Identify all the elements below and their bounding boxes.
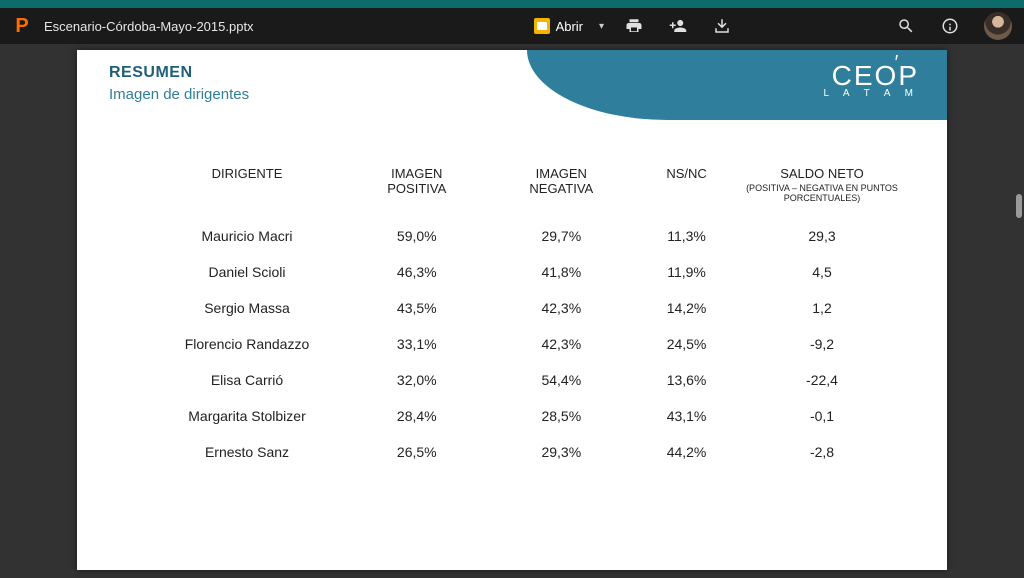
cell-saldo: 4,5 xyxy=(737,254,907,290)
cell-neg: 29,7% xyxy=(487,218,637,254)
table-row: Florencio Randazzo33,1%42,3%24,5%-9,2 xyxy=(147,326,907,362)
cell-pos: 46,3% xyxy=(347,254,487,290)
col-nsnc: NS/NC xyxy=(636,160,737,218)
open-with-button[interactable]: Abrir xyxy=(530,14,587,38)
cell-pos: 33,1% xyxy=(347,326,487,362)
slide-title: RESUMEN xyxy=(109,64,249,82)
cell-pos: 43,5% xyxy=(347,290,487,326)
col-dirigente: DIRIGENTE xyxy=(147,160,347,218)
download-icon[interactable] xyxy=(704,17,740,35)
account-avatar[interactable] xyxy=(984,12,1012,40)
cell-ns: 11,3% xyxy=(636,218,737,254)
cell-pos: 26,5% xyxy=(347,434,487,470)
cell-pos: 28,4% xyxy=(347,398,487,434)
cell-ns: 44,2% xyxy=(636,434,737,470)
slide-viewer: CEOP L A T A M RESUMEN Imagen de dirigen… xyxy=(0,44,1024,578)
cell-saldo: -22,4 xyxy=(737,362,907,398)
table-row: Ernesto Sanz26,5%29,3%44,2%-2,8 xyxy=(147,434,907,470)
table-row: Sergio Massa43,5%42,3%14,2%1,2 xyxy=(147,290,907,326)
cell-neg: 41,8% xyxy=(487,254,637,290)
dirigentes-table: DIRIGENTE IMAGENPOSITIVA IMAGENNEGATIVA … xyxy=(147,160,907,470)
drive-preview-toolbar: P Escenario-Córdoba-Mayo-2015.pptx Abrir… xyxy=(0,8,1024,44)
filename-label: Escenario-Córdoba-Mayo-2015.pptx xyxy=(44,19,254,34)
cell-name: Elisa Carrió xyxy=(147,362,347,398)
ceop-logo: CEOP L A T A M xyxy=(823,60,919,99)
col-saldo: SALDO NETO (POSITIVA – NEGATIVA EN PUNTO… xyxy=(737,160,907,218)
google-slides-icon xyxy=(534,18,550,34)
col-negativa: IMAGENNEGATIVA xyxy=(487,160,637,218)
open-label: Abrir xyxy=(556,19,583,34)
cell-neg: 29,3% xyxy=(487,434,637,470)
cell-ns: 13,6% xyxy=(636,362,737,398)
cell-name: Mauricio Macri xyxy=(147,218,347,254)
cell-ns: 14,2% xyxy=(636,290,737,326)
table-row: Margarita Stolbizer28,4%28,5%43,1%-0,1 xyxy=(147,398,907,434)
cell-saldo: -0,1 xyxy=(737,398,907,434)
cell-name: Daniel Scioli xyxy=(147,254,347,290)
cell-saldo: 29,3 xyxy=(737,218,907,254)
viewer-scrollbar[interactable] xyxy=(1016,194,1022,218)
cell-neg: 54,4% xyxy=(487,362,637,398)
cell-saldo: -2,8 xyxy=(737,434,907,470)
search-icon[interactable] xyxy=(888,17,924,35)
cell-ns: 11,9% xyxy=(636,254,737,290)
slide-header: CEOP L A T A M RESUMEN Imagen de dirigen… xyxy=(77,50,947,136)
cell-neg: 28,5% xyxy=(487,398,637,434)
cell-name: Florencio Randazzo xyxy=(147,326,347,362)
cell-ns: 24,5% xyxy=(636,326,737,362)
table-row: Daniel Scioli46,3%41,8%11,9%4,5 xyxy=(147,254,907,290)
slide: CEOP L A T A M RESUMEN Imagen de dirigen… xyxy=(77,50,947,570)
cell-name: Ernesto Sanz xyxy=(147,434,347,470)
cell-name: Sergio Massa xyxy=(147,290,347,326)
col-positiva: IMAGENPOSITIVA xyxy=(347,160,487,218)
table-row: Elisa Carrió32,0%54,4%13,6%-22,4 xyxy=(147,362,907,398)
cell-saldo: -9,2 xyxy=(737,326,907,362)
powerpoint-file-icon: P xyxy=(12,15,32,38)
cell-pos: 32,0% xyxy=(347,362,487,398)
cell-neg: 42,3% xyxy=(487,290,637,326)
cell-ns: 43,1% xyxy=(636,398,737,434)
print-icon[interactable] xyxy=(616,17,652,35)
cell-saldo: 1,2 xyxy=(737,290,907,326)
cell-neg: 42,3% xyxy=(487,326,637,362)
open-with-dropdown[interactable]: ▾ xyxy=(595,21,608,32)
window-accent-bar xyxy=(0,0,1024,8)
slide-subtitle: Imagen de dirigentes xyxy=(109,86,249,103)
info-icon[interactable] xyxy=(932,17,968,35)
cell-pos: 59,0% xyxy=(347,218,487,254)
add-people-icon[interactable] xyxy=(660,17,696,35)
table-row: Mauricio Macri59,0%29,7%11,3%29,3 xyxy=(147,218,907,254)
cell-name: Margarita Stolbizer xyxy=(147,398,347,434)
